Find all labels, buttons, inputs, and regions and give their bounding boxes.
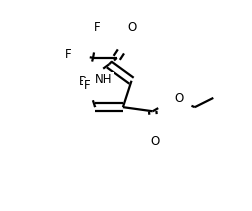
Text: F: F (65, 48, 71, 61)
Text: O: O (149, 135, 159, 148)
Text: NH: NH (95, 73, 112, 86)
Text: F: F (84, 79, 90, 92)
Text: F: F (93, 21, 100, 34)
Text: S: S (83, 74, 90, 87)
Text: O: O (127, 21, 136, 34)
Text: O: O (174, 92, 183, 106)
Text: Br: Br (78, 75, 91, 88)
